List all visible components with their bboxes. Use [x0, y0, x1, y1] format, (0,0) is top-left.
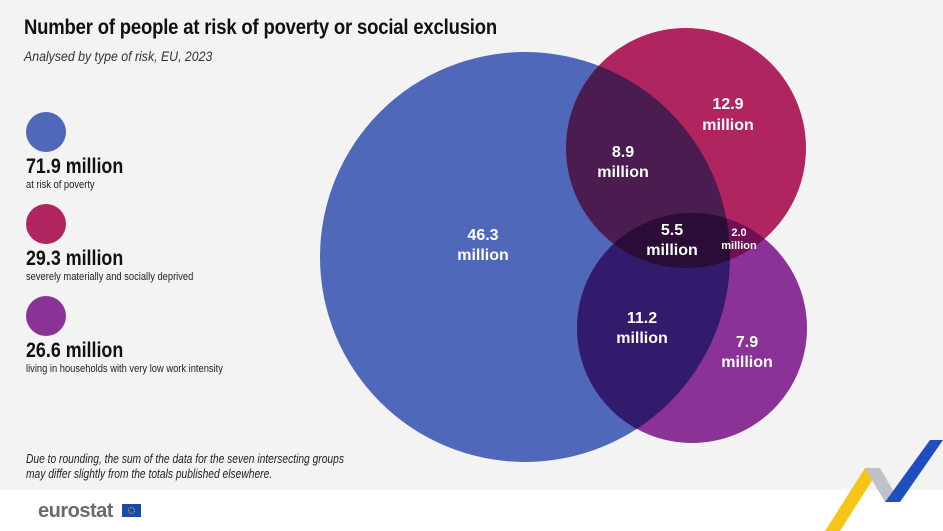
- legend-label: living in households with very low work …: [26, 363, 223, 375]
- footnote: Due to rounding, the sum of the data for…: [26, 452, 344, 482]
- label-unit: million: [597, 164, 649, 181]
- legend-item-deprived: 29.3 million severely materially and soc…: [26, 204, 223, 283]
- label-unit: million: [721, 240, 757, 252]
- legend-item-poverty: 71.9 million at risk of poverty: [26, 112, 140, 191]
- intersection-poverty-deprived: [566, 52, 730, 268]
- label-lowwork-only: 7.9: [736, 334, 758, 351]
- label-deprived-only: 12.9: [712, 96, 743, 113]
- legend-value: 29.3 million: [26, 247, 124, 270]
- legend-item-lowwork: 26.6 million living in households with v…: [26, 296, 258, 375]
- legend-dot-purple: [26, 296, 66, 336]
- label-unit: million: [646, 242, 698, 259]
- legend-value: 26.6 million: [26, 339, 124, 362]
- legend-label: at risk of poverty: [26, 179, 95, 191]
- page-title: Number of people at risk of poverty or s…: [24, 16, 497, 39]
- footer: [0, 490, 943, 531]
- label-poverty-deprived: 8.9: [612, 144, 634, 161]
- label-all-three: 5.5: [661, 222, 683, 239]
- label-deprived-lowwork: 2.0: [731, 227, 746, 239]
- legend-dot-red: [26, 204, 66, 244]
- legend-dot-blue: [26, 112, 66, 152]
- label-unit: million: [457, 247, 509, 264]
- label-unit: million: [702, 117, 754, 134]
- legend-value: 71.9 million: [26, 155, 124, 178]
- intersection-poverty-lowwork: [577, 213, 730, 443]
- label-poverty-only: 46.3: [467, 227, 498, 244]
- label-unit: million: [721, 354, 773, 371]
- legend-label: severely materially and socially deprive…: [26, 271, 194, 283]
- label-poverty-lowwork: 11.2: [627, 310, 657, 327]
- footnote-line: may differ slightly from the totals publ…: [26, 467, 273, 481]
- label-unit: million: [616, 330, 668, 347]
- eurostat-logo: eurostat: [38, 500, 113, 522]
- decorative-ribbon-icon: [825, 440, 943, 531]
- footnote-line: Due to rounding, the sum of the data for…: [26, 452, 344, 466]
- eu-flag-icon: [122, 504, 141, 517]
- page-subtitle: Analysed by type of risk, EU, 2023: [24, 48, 213, 64]
